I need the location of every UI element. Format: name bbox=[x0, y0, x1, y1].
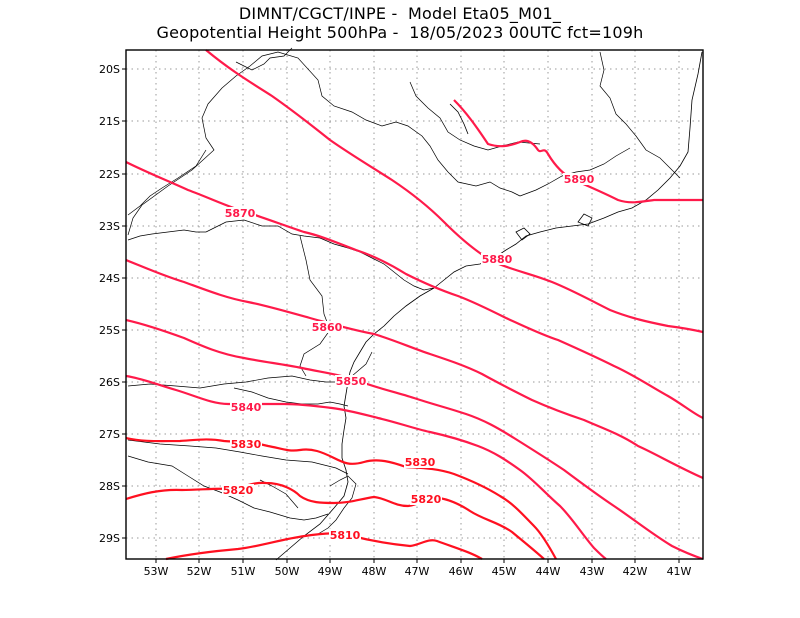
border-mg-es bbox=[599, 51, 681, 179]
lon-label: 43W bbox=[580, 565, 605, 578]
contour-label: 5830 bbox=[405, 456, 436, 469]
lat-axis: 20S 21S 22S 23S 24S 25S 26S 27S 28S 29S bbox=[99, 63, 126, 545]
contour-label-bg bbox=[335, 375, 367, 387]
contour-5890 bbox=[453, 99, 703, 204]
lat-label: 21S bbox=[99, 115, 120, 128]
contours bbox=[125, 49, 704, 561]
lon-label: 47W bbox=[405, 565, 430, 578]
lat-label: 26S bbox=[99, 376, 120, 389]
border-mg-north bbox=[235, 47, 541, 151]
title-line-2: Geopotential Height 500hPa - 18/05/2023 … bbox=[156, 23, 644, 42]
contour-label: 5820 bbox=[411, 493, 442, 506]
map-frame bbox=[125, 49, 704, 560]
border-mg-sp bbox=[127, 51, 521, 236]
contour-label-bg bbox=[329, 529, 361, 541]
contour-5880 bbox=[205, 49, 704, 334]
ilha-sao-sebastiao bbox=[515, 227, 531, 241]
lon-label: 44W bbox=[536, 565, 561, 578]
lon-axis: 53W 52W 51W 50W 49W 48W 47W 46W 45W 44W 43W 42W 41W bbox=[144, 559, 692, 578]
contour-label: 5820 bbox=[223, 484, 254, 497]
lagoon-ne bbox=[449, 103, 469, 135]
lon-label: 51W bbox=[231, 565, 256, 578]
lat-label: 28S bbox=[99, 480, 120, 493]
lat-label: 23S bbox=[99, 220, 120, 233]
contour-label: 5840 bbox=[231, 401, 262, 414]
contour-label: 5830 bbox=[231, 438, 262, 451]
lat-label: 24S bbox=[99, 272, 120, 285]
lat-label: 20S bbox=[99, 63, 120, 76]
lon-label: 53W bbox=[144, 565, 169, 578]
lon-label: 52W bbox=[187, 565, 212, 578]
baia-guanabara bbox=[577, 213, 593, 227]
contour-label-bg bbox=[224, 207, 256, 219]
title-line-1: DIMNT/CGCT/INPE - Model Eta05_M01_ bbox=[238, 4, 562, 23]
contour-5810 bbox=[165, 532, 483, 561]
border-mg-rj bbox=[519, 147, 631, 197]
coast-pr-sc bbox=[275, 287, 435, 561]
border-pr-ms bbox=[127, 229, 206, 241]
contour-5860 bbox=[125, 258, 704, 480]
border-py-pr bbox=[299, 235, 331, 377]
contour-label-bg bbox=[410, 493, 442, 505]
contour-5850 bbox=[125, 318, 704, 561]
contour-label-bg bbox=[230, 438, 262, 450]
lon-label: 46W bbox=[449, 565, 474, 578]
contour-label: 5870 bbox=[225, 207, 256, 220]
contour-labels: 5810 5820 5820 5830 5830 5840 5850 5860 5870 5880… bbox=[222, 173, 595, 542]
lon-label: 45W bbox=[492, 565, 517, 578]
title-block: DIMNT/CGCT/INPE - Model Eta05_M01_ Geopo… bbox=[0, 4, 800, 42]
lon-label: 42W bbox=[623, 565, 648, 578]
contour-label-bg bbox=[222, 484, 254, 496]
border-ms-sp bbox=[127, 149, 207, 216]
lon-label: 50W bbox=[275, 565, 300, 578]
coast-sp-rj bbox=[433, 51, 703, 289]
contour-label-bg bbox=[563, 173, 595, 185]
contour-label: 5850 bbox=[336, 375, 367, 388]
contour-5840 bbox=[125, 374, 607, 560]
contour-label-bg bbox=[404, 456, 436, 468]
border-pr-sp bbox=[205, 219, 435, 291]
contour-5830 bbox=[125, 436, 557, 560]
lagoa-dos-patos bbox=[317, 475, 357, 535]
lon-label: 41W bbox=[667, 565, 692, 578]
lat-label: 27S bbox=[99, 428, 120, 441]
lat-label: 22S bbox=[99, 168, 120, 181]
contour-label-bg bbox=[481, 253, 513, 265]
contour-label-bg bbox=[311, 321, 343, 333]
contour-label: 5890 bbox=[564, 173, 595, 186]
gridlines bbox=[126, 50, 703, 559]
contour-label: 5860 bbox=[312, 321, 343, 334]
contour-label-bg bbox=[230, 401, 262, 413]
border-rs-sc bbox=[127, 439, 349, 475]
contour-label: 5810 bbox=[330, 529, 361, 542]
lat-label: 25S bbox=[99, 324, 120, 337]
contour-label: 5880 bbox=[482, 253, 513, 266]
lon-label: 49W bbox=[318, 565, 343, 578]
lon-label: 48W bbox=[362, 565, 387, 578]
coastline bbox=[275, 51, 703, 561]
lat-label: 29S bbox=[99, 532, 120, 545]
